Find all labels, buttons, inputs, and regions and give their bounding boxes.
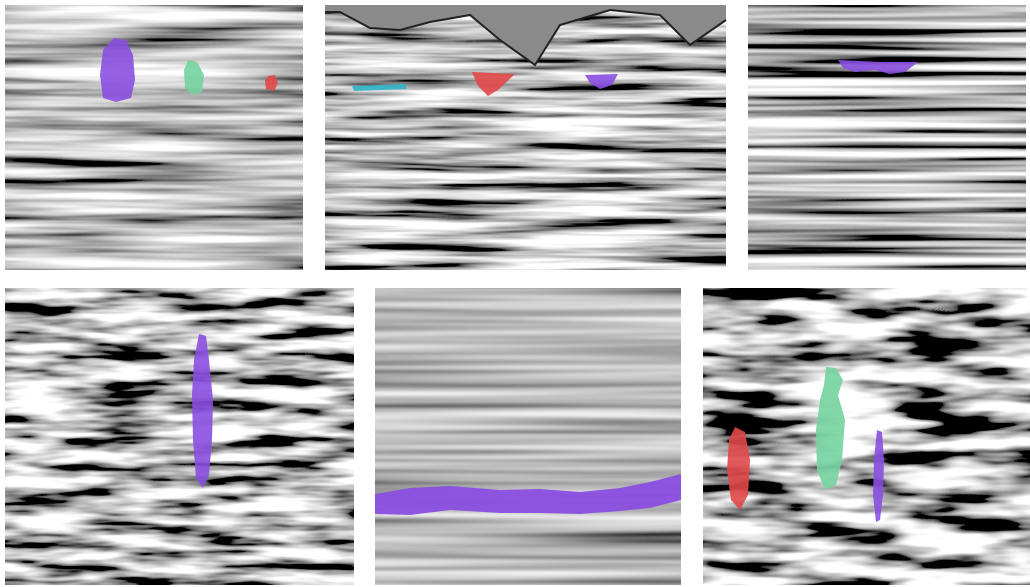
seismic-image xyxy=(375,288,681,585)
seismic-image xyxy=(703,288,1030,585)
panel xyxy=(5,5,303,270)
seismic-image xyxy=(5,5,303,270)
panel xyxy=(325,5,726,270)
panel xyxy=(375,288,681,585)
panel xyxy=(5,288,354,585)
seismic-grid xyxy=(0,0,1030,587)
seismic-image xyxy=(748,5,1026,270)
page xyxy=(0,0,1030,587)
panel xyxy=(703,288,1030,585)
seismic-image xyxy=(5,288,354,585)
panel xyxy=(748,5,1026,270)
